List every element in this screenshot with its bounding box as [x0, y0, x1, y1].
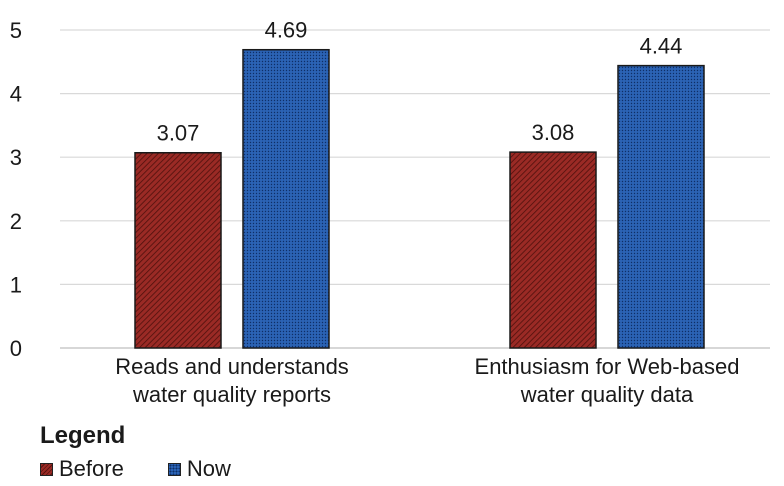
y-tick-label: 5: [10, 18, 22, 43]
bar-now-1: [617, 64, 705, 349]
x-category-label: water quality data: [520, 382, 694, 407]
bar-chart: 0 1 2 3 4 5 3.07 4.69 3.08 4.44 Reads and unders…: [10, 18, 770, 407]
bar-before-0: [134, 151, 222, 349]
legend-swatch-now: [167, 462, 181, 476]
y-tick-label: 4: [10, 82, 22, 107]
y-tick-label: 2: [10, 209, 22, 234]
y-axis-ticks: 0 1 2 3 4 5: [10, 18, 22, 361]
data-label: 4.69: [265, 18, 308, 43]
y-tick-label: 0: [10, 336, 22, 361]
bars: [134, 48, 705, 349]
legend-items: Before Now: [40, 456, 275, 482]
data-label: 4.44: [640, 34, 683, 59]
legend-swatch-before: [40, 462, 53, 476]
legend-title: Legend: [40, 422, 126, 449]
data-labels: 3.07 4.69 3.08 4.44: [157, 18, 683, 146]
legend: Legend Before Now: [40, 422, 275, 482]
data-label: 3.08: [532, 120, 575, 145]
legend-item-before: Before: [40, 456, 124, 482]
bar-now-0: [242, 48, 330, 349]
data-label: 3.07: [157, 121, 200, 146]
y-tick-label: 3: [10, 145, 22, 170]
x-category-label: water quality reports: [132, 382, 331, 407]
bar-before-1: [509, 151, 597, 349]
legend-label-before: Before: [59, 456, 124, 481]
x-category-label: Reads and understands: [115, 354, 349, 379]
y-tick-label: 1: [10, 272, 22, 297]
legend-item-now: Now: [167, 456, 231, 482]
x-axis-categories: Reads and understands water quality repor…: [115, 354, 739, 407]
x-category-label: Enthusiasm for Web-based: [475, 354, 740, 379]
legend-label-now: Now: [186, 456, 231, 481]
